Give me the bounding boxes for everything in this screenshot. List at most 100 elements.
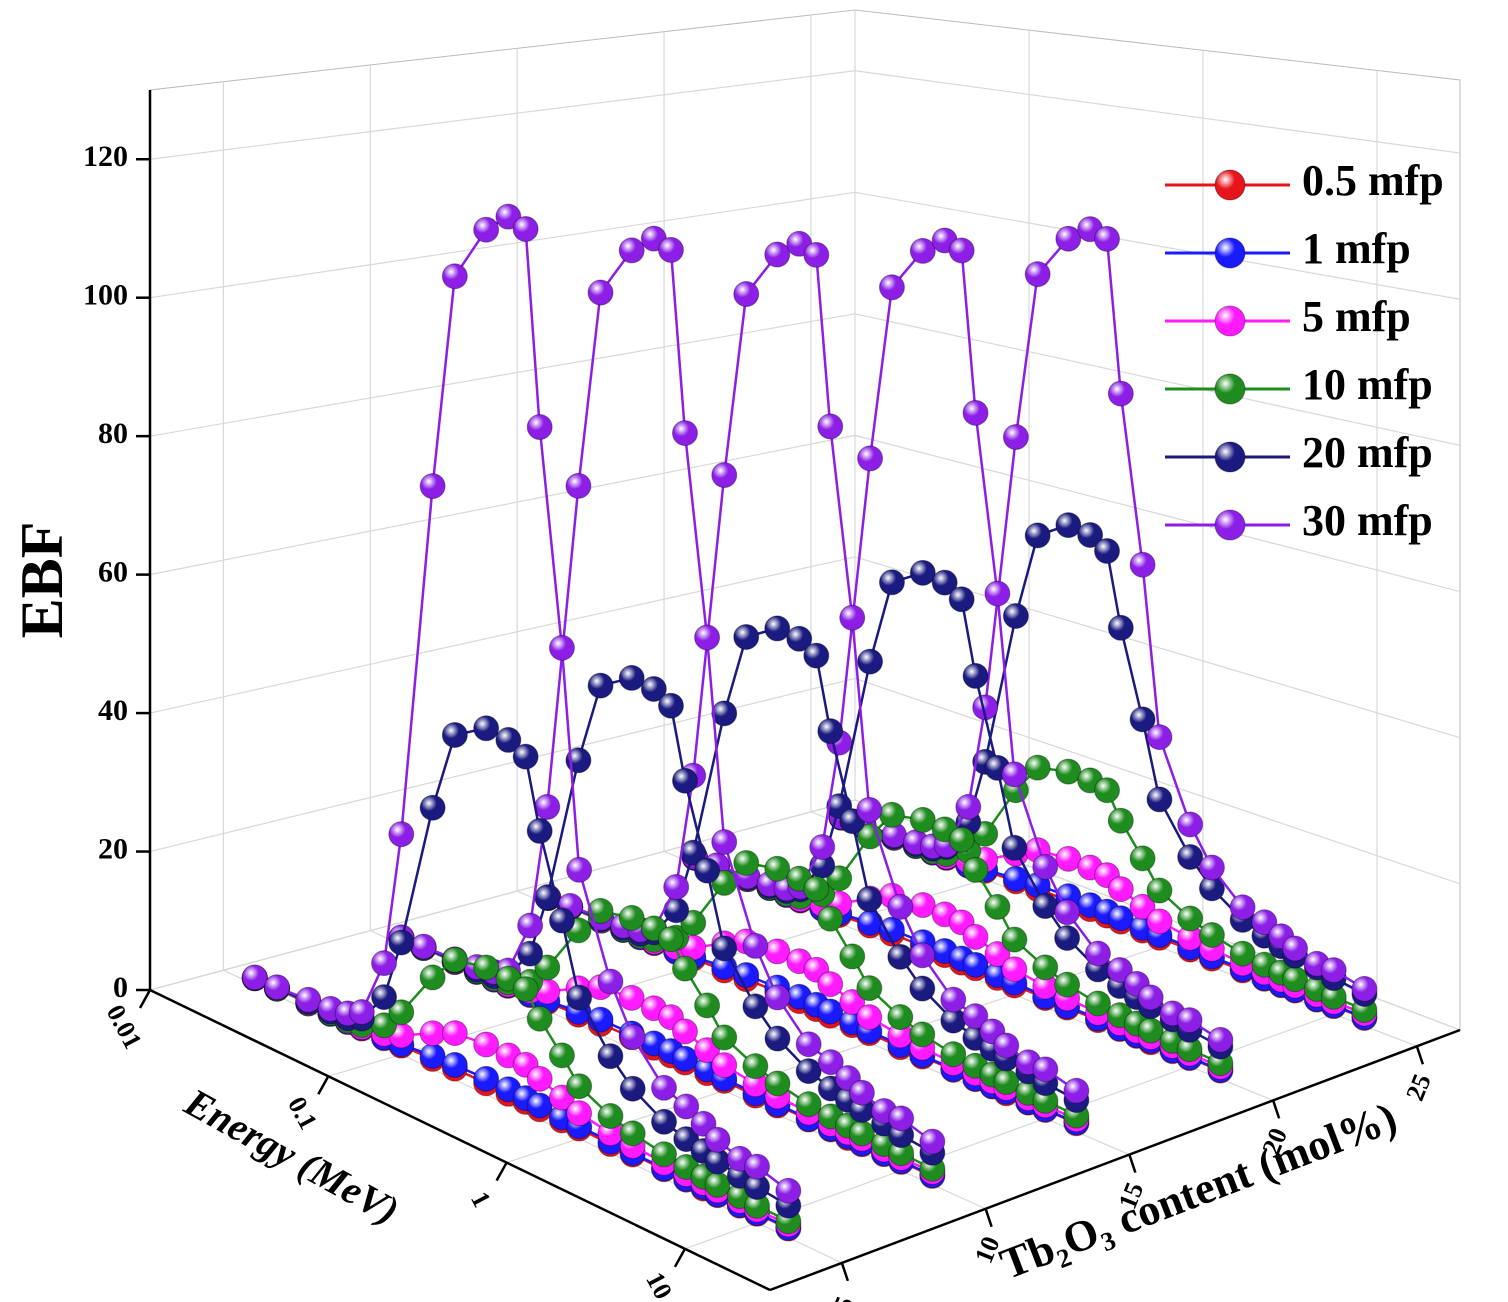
- data-point: [909, 892, 936, 919]
- legend-label: 1 mfp: [1302, 224, 1411, 273]
- grid-line: [854, 434, 1461, 593]
- data-point: [817, 1049, 844, 1076]
- z-tick-label: 80: [98, 417, 128, 450]
- data-point: [673, 1093, 700, 1120]
- data-point: [1054, 924, 1081, 951]
- grid-line: [149, 556, 856, 714]
- data-point: [948, 586, 975, 613]
- data-point: [733, 281, 760, 308]
- data-point: [733, 849, 760, 876]
- x-tick: [317, 1075, 330, 1095]
- data-point: [878, 274, 905, 301]
- data-point: [651, 1141, 678, 1168]
- data-point: [1198, 854, 1225, 881]
- data-point: [803, 241, 830, 268]
- data-point: [993, 1068, 1020, 1095]
- data-point: [993, 1032, 1020, 1059]
- data-point: [1077, 521, 1104, 548]
- data-point: [795, 1091, 822, 1118]
- legend-marker: [1214, 169, 1246, 201]
- data-point: [742, 932, 769, 959]
- data-point: [1177, 843, 1204, 870]
- data-point: [733, 623, 760, 650]
- data-point: [909, 1021, 936, 1048]
- data-point: [1002, 602, 1029, 629]
- data-point: [1229, 894, 1256, 921]
- data-point: [764, 615, 791, 642]
- data-point: [809, 833, 836, 860]
- data-point: [517, 912, 544, 939]
- data-point: [848, 1079, 875, 1106]
- data-point: [795, 1031, 822, 1058]
- data-point: [948, 826, 975, 853]
- grid-line: [149, 191, 856, 299]
- data-point: [887, 1004, 914, 1031]
- data-point: [704, 1171, 731, 1198]
- data-point: [1146, 908, 1173, 935]
- y-tick-label: 25: [1400, 1070, 1437, 1105]
- data-point: [657, 926, 684, 953]
- data-point: [548, 634, 575, 661]
- data-point: [657, 692, 684, 719]
- data-point: [548, 1042, 575, 1069]
- y-axis: [769, 1028, 1461, 1292]
- grid-line: [149, 799, 856, 991]
- data-point: [1084, 990, 1111, 1017]
- legend: 0.5 mfp 1 mfp 5 mfp 10 mfp 20 mfp 30 mfp: [1165, 156, 1444, 545]
- data-point: [441, 1020, 468, 1047]
- data-point: [410, 933, 437, 960]
- data-point: [1094, 777, 1121, 804]
- data-point: [1002, 424, 1029, 451]
- data-point: [618, 904, 645, 931]
- data-point: [948, 237, 975, 264]
- data-point: [909, 806, 936, 833]
- data-point: [526, 1005, 553, 1032]
- x-tick-label: 1: [465, 1187, 497, 1212]
- data-point: [1106, 956, 1133, 983]
- data-point: [619, 1075, 646, 1102]
- data-point: [534, 793, 561, 820]
- legend-marker: [1214, 373, 1246, 405]
- data-point: [1129, 893, 1156, 920]
- data-point: [419, 1042, 446, 1069]
- data-point: [495, 203, 522, 230]
- data-point: [671, 955, 698, 982]
- data-point: [566, 1100, 593, 1127]
- data-point: [711, 828, 738, 855]
- data-point: [857, 909, 884, 936]
- data-point: [1129, 706, 1156, 733]
- data-point: [931, 569, 958, 596]
- data-point: [1177, 811, 1204, 838]
- data-point: [694, 857, 721, 884]
- data-point: [651, 1074, 678, 1101]
- data-point: [1055, 758, 1082, 785]
- y-tick: [1128, 1154, 1137, 1173]
- data-point: [694, 1037, 721, 1064]
- data-point: [371, 950, 398, 977]
- z-tick-label: 40: [98, 694, 128, 727]
- data-point: [1351, 975, 1378, 1002]
- data-point: [671, 767, 698, 794]
- data-point: [826, 865, 853, 892]
- data-point: [909, 975, 936, 1002]
- data-point: [786, 625, 813, 652]
- data-point: [711, 1024, 738, 1051]
- data-point: [587, 279, 614, 306]
- data-point: [1055, 225, 1082, 252]
- data-point: [694, 992, 721, 1019]
- data-point: [1063, 1077, 1090, 1104]
- data-point: [856, 886, 883, 913]
- grid-line: [854, 70, 1461, 154]
- data-point: [1251, 909, 1278, 936]
- data-point: [1176, 1007, 1203, 1034]
- data-point: [887, 893, 914, 920]
- grid-line: [149, 313, 856, 437]
- x-tick-label: 10: [640, 1267, 678, 1302]
- data-point: [962, 1003, 989, 1030]
- data-point: [495, 726, 522, 753]
- data-point: [1229, 940, 1256, 967]
- data-point: [764, 855, 791, 882]
- data-point: [441, 1051, 468, 1078]
- data-point: [940, 986, 967, 1013]
